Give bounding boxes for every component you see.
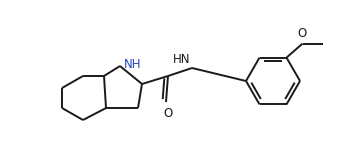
Text: NH: NH (124, 58, 141, 71)
Text: O: O (298, 27, 307, 40)
Text: O: O (164, 107, 173, 120)
Text: HN: HN (172, 53, 190, 66)
